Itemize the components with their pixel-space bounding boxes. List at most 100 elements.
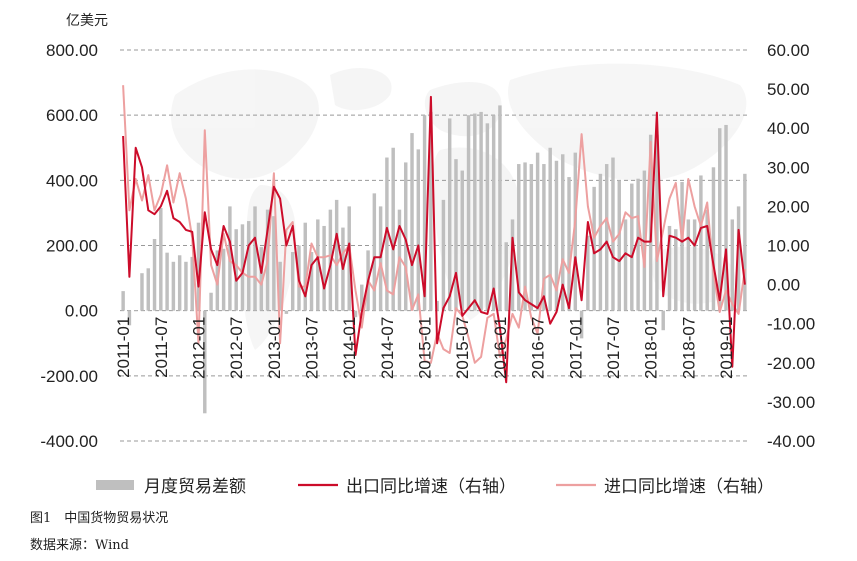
source-caption: 数据来源：Wind	[30, 538, 129, 553]
y-right-tick-label: -40.00	[767, 432, 815, 451]
y-right-tick-label: -20.00	[767, 354, 815, 373]
trade-balance-bar	[378, 206, 383, 311]
trade-balance-bar	[667, 225, 672, 311]
trade-balance-bar	[604, 164, 609, 311]
trade-balance-bar	[410, 133, 414, 311]
trade-balance-bar	[454, 159, 458, 311]
trade-balance-bar	[278, 261, 282, 311]
trade-balance-bar	[724, 124, 728, 311]
trade-balance-bar	[253, 206, 257, 311]
y-left-tick-label: 600.00	[46, 106, 98, 125]
trade-balance-bar	[190, 256, 194, 311]
y-axis-right-labels: 60.00 50.00 40.00 30.00 20.00 10.00 0.00 -10.00…	[767, 41, 815, 451]
export-growth-line	[122, 95, 746, 384]
figure-caption: 图1 中国货物贸易状况	[30, 511, 169, 526]
trade-balance-bar	[705, 209, 709, 311]
legend-label-balance: 月度贸易差额	[144, 477, 246, 497]
y-right-tick-label: 20.00	[767, 197, 810, 216]
unit-label: 亿美元	[66, 13, 108, 29]
y-right-tick-label: 50.00	[767, 80, 810, 99]
x-tick-label: 2016-07	[529, 317, 548, 379]
y-right-tick-label: 30.00	[767, 158, 810, 177]
trade-balance-bar	[548, 147, 552, 311]
trade-balance-bar	[579, 310, 584, 339]
trade-balance-bar	[247, 221, 251, 311]
trade-balance-bar	[573, 152, 578, 311]
x-tick-label: 2012-07	[227, 317, 246, 379]
y-left-tick-label: -400.00	[40, 432, 98, 451]
trade-balance-bar	[623, 219, 628, 311]
y-right-tick-label: 40.00	[767, 119, 810, 138]
x-tick-label: 2011-07	[152, 317, 171, 378]
trade-balance-bar	[711, 167, 716, 311]
trade-balance-bar	[196, 222, 201, 311]
trade-balance-bar	[517, 164, 521, 311]
trade-balance-bar	[460, 170, 464, 311]
legend-label-export: 出口同比增速（右轴）	[346, 477, 516, 497]
trade-balance-bar	[259, 247, 264, 311]
x-tick-label: 2019-01	[717, 317, 736, 379]
trade-balance-bar	[674, 229, 678, 311]
trade-balance-bar	[655, 134, 659, 311]
trade-balance-bar	[203, 310, 207, 414]
trade-balance-bar	[171, 261, 176, 311]
trade-balance-bar	[416, 149, 421, 311]
x-tick-label: 2011-01	[114, 317, 133, 378]
y-left-tick-label: 400.00	[46, 171, 98, 190]
x-tick-label: 2013-07	[303, 317, 322, 379]
legend-label-import: 进口同比增速（右轴）	[604, 477, 774, 497]
trade-balance-bar	[554, 160, 559, 311]
y-left-tick-label: 800.00	[46, 41, 98, 60]
trade-balance-bar	[133, 310, 138, 312]
trade-balance-bar	[535, 152, 540, 311]
trade-balance-bar	[404, 162, 408, 311]
trade-balance-bar	[272, 216, 276, 311]
trade-balance-bar	[523, 162, 527, 311]
trade-balance-bar	[309, 252, 314, 311]
trade-balance-bar	[284, 310, 289, 314]
y-right-tick-label: 0.00	[767, 276, 800, 295]
x-tick-label: 2014-01	[340, 317, 359, 379]
growth-lines	[122, 85, 746, 384]
trade-balance-bars	[121, 105, 747, 414]
trade-balance-bar	[561, 154, 565, 311]
trade-balance-bar	[385, 157, 389, 311]
trade-balance-bar	[127, 310, 132, 326]
trade-balance-bar	[353, 310, 358, 318]
legend: 月度贸易差额 出口同比增速（右轴） 进口同比增速（右轴）	[96, 477, 774, 497]
trade-balance-bar	[473, 113, 477, 311]
trade-balance-bar	[209, 292, 213, 311]
trade-balance-bar	[447, 118, 452, 311]
y-left-tick-label: -200.00	[40, 367, 98, 386]
trade-balance-bar	[510, 219, 515, 311]
trade-balance-bar	[586, 235, 590, 311]
x-tick-label: 2013-01	[265, 317, 284, 379]
trade-balance-bar	[730, 219, 735, 311]
trade-balance-bar	[567, 177, 571, 311]
trade-balance-bar	[736, 206, 741, 311]
trade-balance-bar	[159, 208, 163, 311]
trade-balance-bar	[177, 255, 182, 311]
x-axis-labels: 2011-01 2011-07 2012-01 2012-07 2013-01 2013-…	[114, 317, 736, 379]
x-tick-label: 2015-07	[453, 317, 472, 379]
trade-balance-bar	[429, 111, 433, 311]
trade-balance-bar	[240, 224, 245, 311]
trade-balance-bar	[636, 178, 640, 311]
trade-balance-bar	[661, 310, 665, 331]
trade-balance-bar	[611, 157, 615, 311]
y-axis-left-labels: 800.00 600.00 400.00 200.00 0.00 -200.00 -400.…	[40, 41, 98, 451]
trade-balance-bar	[466, 115, 471, 311]
trade-balance-bar	[234, 229, 238, 311]
trade-balance-bar	[372, 193, 377, 311]
trade-balance-bar	[686, 219, 691, 311]
trade-balance-bar	[743, 173, 747, 311]
trade-balance-bar	[699, 175, 703, 311]
legend-bar-swatch	[96, 480, 134, 490]
trade-balance-bar	[422, 115, 427, 311]
trade-balance-bar	[221, 248, 226, 311]
trade-balance-bar	[441, 199, 446, 311]
y-right-tick-label: -30.00	[767, 393, 815, 412]
trade-balance-bar	[322, 225, 326, 311]
trade-balance-bar	[290, 252, 295, 311]
x-tick-label: 2018-01	[642, 317, 661, 379]
